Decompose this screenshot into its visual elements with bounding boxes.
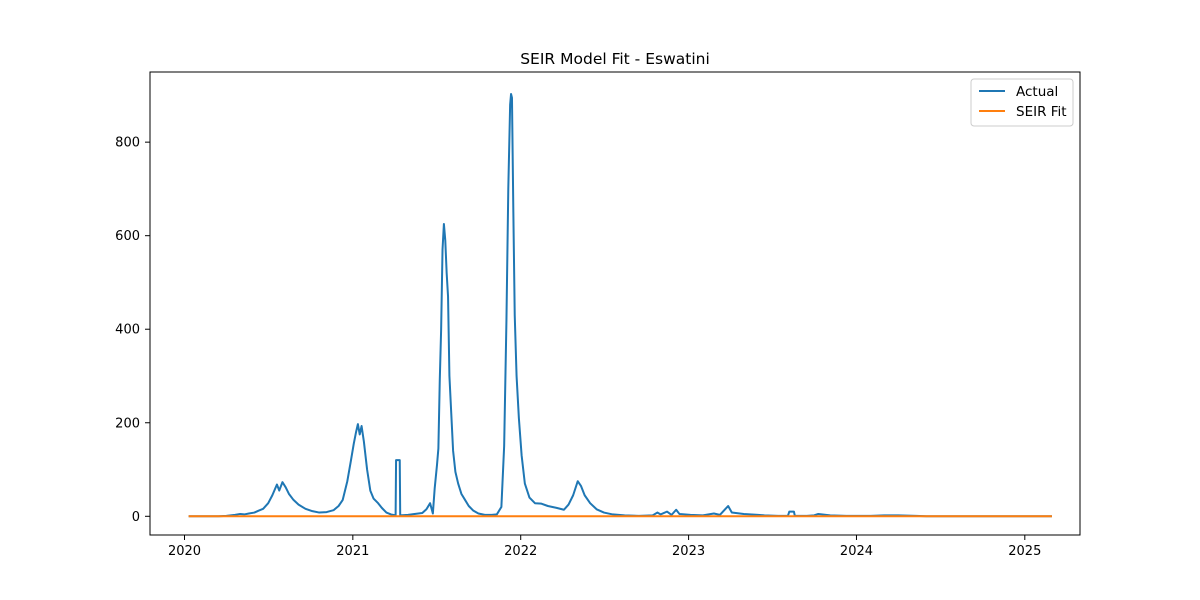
x-tick-label: 2023 — [672, 544, 705, 559]
legend-label: SEIR Fit — [1016, 104, 1067, 120]
axes-frame — [149, 71, 1081, 536]
plot-area — [188, 92, 1052, 518]
x-tick-label: 2022 — [504, 544, 537, 559]
x-tick-label: 2020 — [168, 544, 201, 559]
y-tick-label: 400 — [115, 323, 140, 338]
axes: 2020 2021 2022 2023 2024 2025 0 200 400 600 800 — [115, 71, 1081, 559]
y-tick-label: 600 — [115, 229, 140, 244]
x-tick-label: 2021 — [336, 544, 369, 559]
legend: Actual SEIR Fit — [970, 78, 1074, 127]
x-tick-label: 2025 — [1008, 544, 1041, 559]
y-tick-label: 800 — [115, 136, 140, 151]
y-tick-label: 200 — [115, 416, 140, 431]
legend-label: Actual — [1016, 84, 1058, 100]
series-line-actual — [188, 92, 1052, 518]
chart-title: SEIR Model Fit - Eswatini — [520, 50, 710, 68]
y-tick-label: 0 — [132, 510, 140, 525]
x-tick-label: 2024 — [840, 544, 873, 559]
